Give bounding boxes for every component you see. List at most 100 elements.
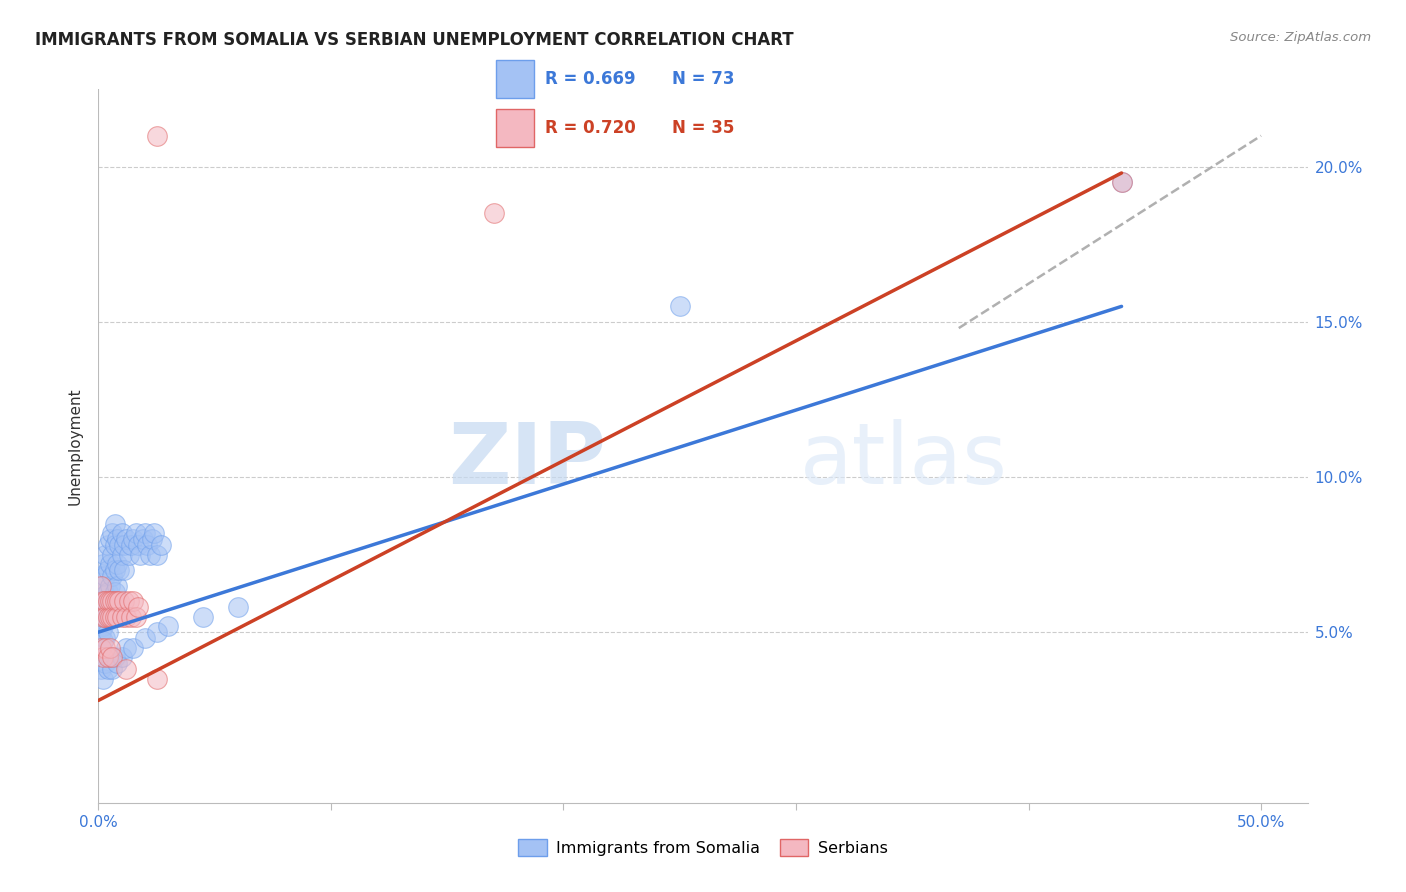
Point: [111, 548, 134, 562]
Point: [134, 525, 156, 540]
Point: [108, 563, 131, 577]
Point: [124, 525, 146, 540]
Point: [91, 579, 114, 593]
Point: [97, 650, 120, 665]
Point: [98, 600, 121, 615]
Point: [94, 548, 117, 562]
Point: [91, 557, 114, 571]
Legend: Immigrants from Somalia, Serbians: Immigrants from Somalia, Serbians: [512, 832, 894, 863]
Point: [129, 548, 152, 562]
Point: [90, 569, 112, 583]
Point: [97, 563, 120, 577]
Point: [97, 584, 120, 599]
Point: [112, 563, 135, 577]
Point: [145, 625, 167, 640]
Point: [120, 538, 142, 552]
Point: [131, 532, 153, 546]
Point: [111, 525, 134, 540]
Point: [105, 532, 128, 546]
Point: [136, 538, 159, 552]
Point: [94, 632, 117, 646]
Point: [94, 609, 117, 624]
Text: IMMIGRANTS FROM SOMALIA VS SERBIAN UNEMPLOYMENT CORRELATION CHART: IMMIGRANTS FROM SOMALIA VS SERBIAN UNEMP…: [35, 31, 794, 49]
Point: [91, 672, 114, 686]
Point: [101, 662, 124, 676]
Point: [97, 625, 120, 640]
Point: [1111, 175, 1133, 189]
Point: [94, 656, 117, 670]
Point: [101, 525, 124, 540]
FancyBboxPatch shape: [496, 110, 534, 147]
Point: [90, 640, 112, 655]
Point: [104, 650, 127, 665]
Point: [98, 609, 121, 624]
Point: [127, 600, 149, 615]
Point: [115, 640, 138, 655]
Point: [127, 538, 149, 552]
Point: [145, 672, 167, 686]
Point: [105, 656, 128, 670]
Point: [104, 609, 127, 624]
Point: [101, 594, 124, 608]
Point: [98, 650, 121, 665]
Text: Source: ZipAtlas.com: Source: ZipAtlas.com: [1230, 31, 1371, 45]
Text: R = 0.669: R = 0.669: [546, 70, 636, 88]
Point: [98, 640, 121, 655]
Point: [122, 532, 145, 546]
Point: [101, 650, 124, 665]
Point: [105, 557, 128, 571]
Point: [104, 538, 127, 552]
Point: [94, 569, 117, 583]
Point: [138, 548, 160, 562]
Point: [115, 609, 138, 624]
Point: [98, 532, 121, 546]
Point: [91, 600, 114, 615]
Point: [104, 584, 127, 599]
Point: [143, 525, 166, 540]
Point: [94, 588, 117, 602]
Point: [134, 632, 156, 646]
Text: R = 0.720: R = 0.720: [546, 120, 636, 137]
Point: [90, 625, 112, 640]
Point: [1111, 175, 1133, 189]
Point: [122, 640, 145, 655]
Point: [118, 548, 141, 562]
Point: [90, 609, 112, 624]
Point: [90, 640, 112, 655]
Point: [101, 609, 124, 624]
Point: [97, 538, 120, 552]
Point: [150, 538, 173, 552]
Point: [668, 299, 690, 313]
Point: [104, 594, 127, 608]
Text: N = 35: N = 35: [672, 120, 734, 137]
Point: [482, 206, 505, 220]
Point: [91, 609, 114, 624]
Point: [124, 609, 146, 624]
Y-axis label: Unemployment: Unemployment: [67, 387, 83, 505]
Point: [97, 609, 120, 624]
Point: [141, 532, 163, 546]
Point: [111, 650, 134, 665]
Point: [104, 563, 127, 577]
Point: [105, 579, 128, 593]
Point: [108, 538, 131, 552]
Text: ZIP: ZIP: [449, 418, 606, 502]
Point: [90, 662, 112, 676]
Point: [94, 594, 117, 608]
Point: [101, 594, 124, 608]
Point: [115, 662, 138, 676]
Point: [118, 594, 141, 608]
Point: [97, 603, 120, 617]
Point: [115, 532, 138, 546]
Point: [104, 516, 127, 531]
Point: [112, 594, 135, 608]
Point: [91, 619, 114, 633]
Point: [98, 594, 121, 608]
Point: [122, 594, 145, 608]
Point: [91, 634, 114, 648]
Point: [157, 619, 180, 633]
Point: [111, 609, 134, 624]
Text: N = 73: N = 73: [672, 70, 734, 88]
Point: [145, 128, 167, 143]
Point: [97, 594, 120, 608]
